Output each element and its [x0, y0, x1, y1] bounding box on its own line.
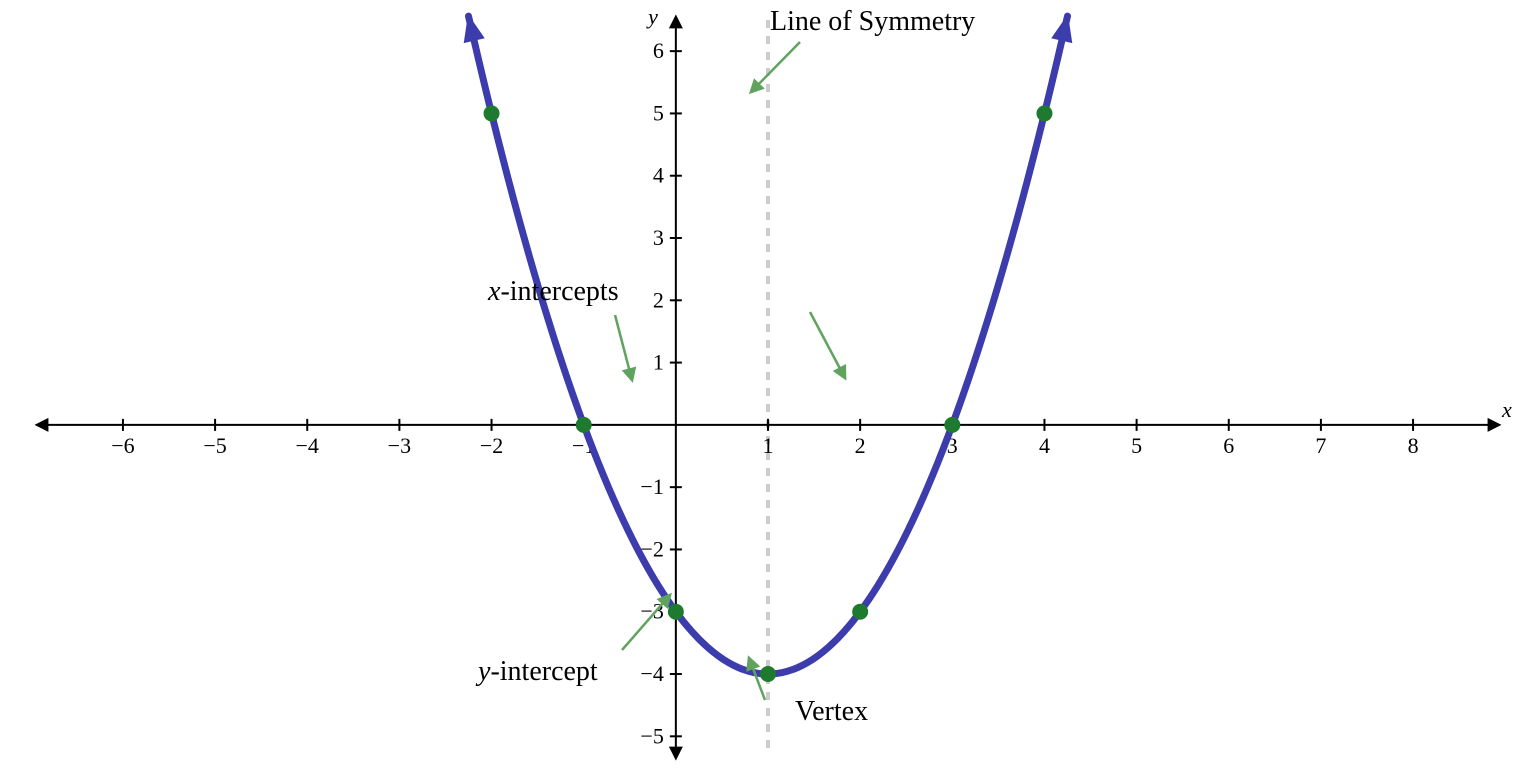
y-intercept-label: y-intercept: [475, 656, 598, 687]
svg-text:8: 8: [1408, 433, 1419, 458]
y-axis-label: y: [646, 4, 658, 29]
svg-text:7: 7: [1315, 433, 1326, 458]
svg-text:1: 1: [763, 433, 774, 458]
svg-text:1: 1: [653, 350, 664, 375]
svg-text:−5: −5: [640, 723, 663, 748]
line-of-symmetry-label: Line of Symmetry: [770, 6, 975, 37]
svg-text:−3: −3: [388, 433, 411, 458]
svg-text:−4: −4: [640, 661, 663, 686]
x-intercepts-label: x-intercepts: [487, 276, 619, 307]
svg-text:3: 3: [653, 225, 664, 250]
x-axis-label: x: [1501, 397, 1512, 422]
svg-text:−5: −5: [203, 433, 226, 458]
svg-text:5: 5: [653, 100, 664, 125]
tick-marks: −6−5−4−3−2−112345678−5−4−3−2−1123456: [111, 38, 1418, 748]
svg-text:−1: −1: [640, 474, 663, 499]
parabola-chart: −6−5−4−3−2−112345678−5−4−3−2−1123456 x y…: [0, 0, 1536, 775]
svg-text:2: 2: [855, 433, 866, 458]
svg-text:−6: −6: [111, 433, 134, 458]
svg-text:−3: −3: [640, 599, 663, 624]
svg-text:−2: −2: [480, 433, 503, 458]
svg-text:6: 6: [653, 38, 664, 63]
vertex-label: Vertex: [795, 696, 868, 727]
svg-text:6: 6: [1223, 433, 1234, 458]
svg-text:4: 4: [1039, 433, 1050, 458]
svg-text:4: 4: [653, 163, 664, 188]
svg-text:−4: −4: [296, 433, 319, 458]
svg-text:5: 5: [1131, 433, 1142, 458]
svg-text:2: 2: [653, 287, 664, 312]
